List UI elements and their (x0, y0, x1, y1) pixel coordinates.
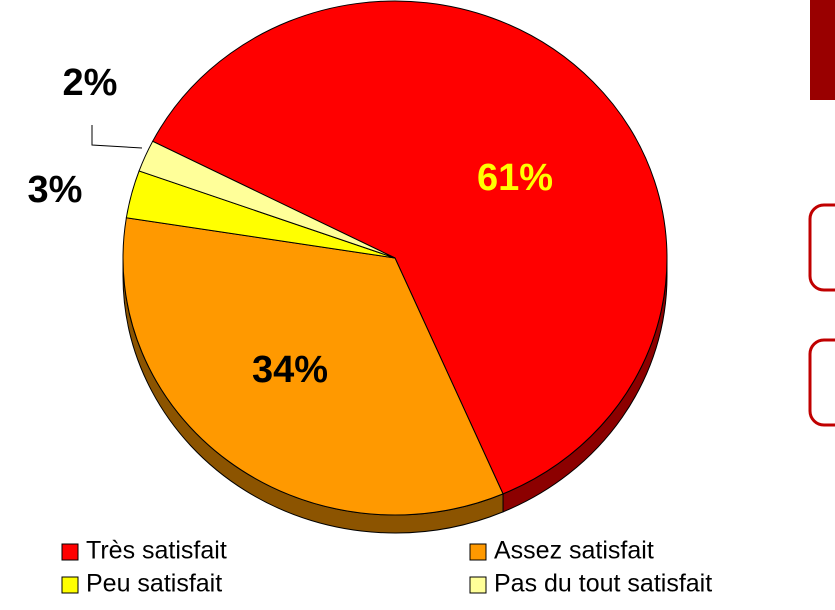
data-label: 3% (28, 169, 83, 211)
legend-label: Pas du tout satisfait (494, 570, 712, 598)
legend-swatch (61, 576, 79, 594)
legend-label: Assez satisfait (494, 537, 654, 565)
decor-box (808, 203, 835, 292)
pie-slice (138, 140, 396, 259)
legend-swatch (469, 576, 487, 594)
pie (122, 0, 668, 534)
data-label: 61% (477, 157, 553, 199)
legend-swatch (469, 543, 487, 561)
decor-box (808, 338, 835, 427)
legend-label: Très satisfait (86, 537, 227, 565)
legend-swatch (61, 543, 79, 561)
data-label: 34% (252, 349, 328, 391)
decor-block (810, 0, 835, 100)
pie-slice (122, 217, 504, 516)
leader-line (91, 125, 143, 149)
pie-slice (151, 0, 668, 495)
legend-label: Peu satisfait (86, 570, 222, 598)
data-label: 2% (63, 62, 118, 104)
